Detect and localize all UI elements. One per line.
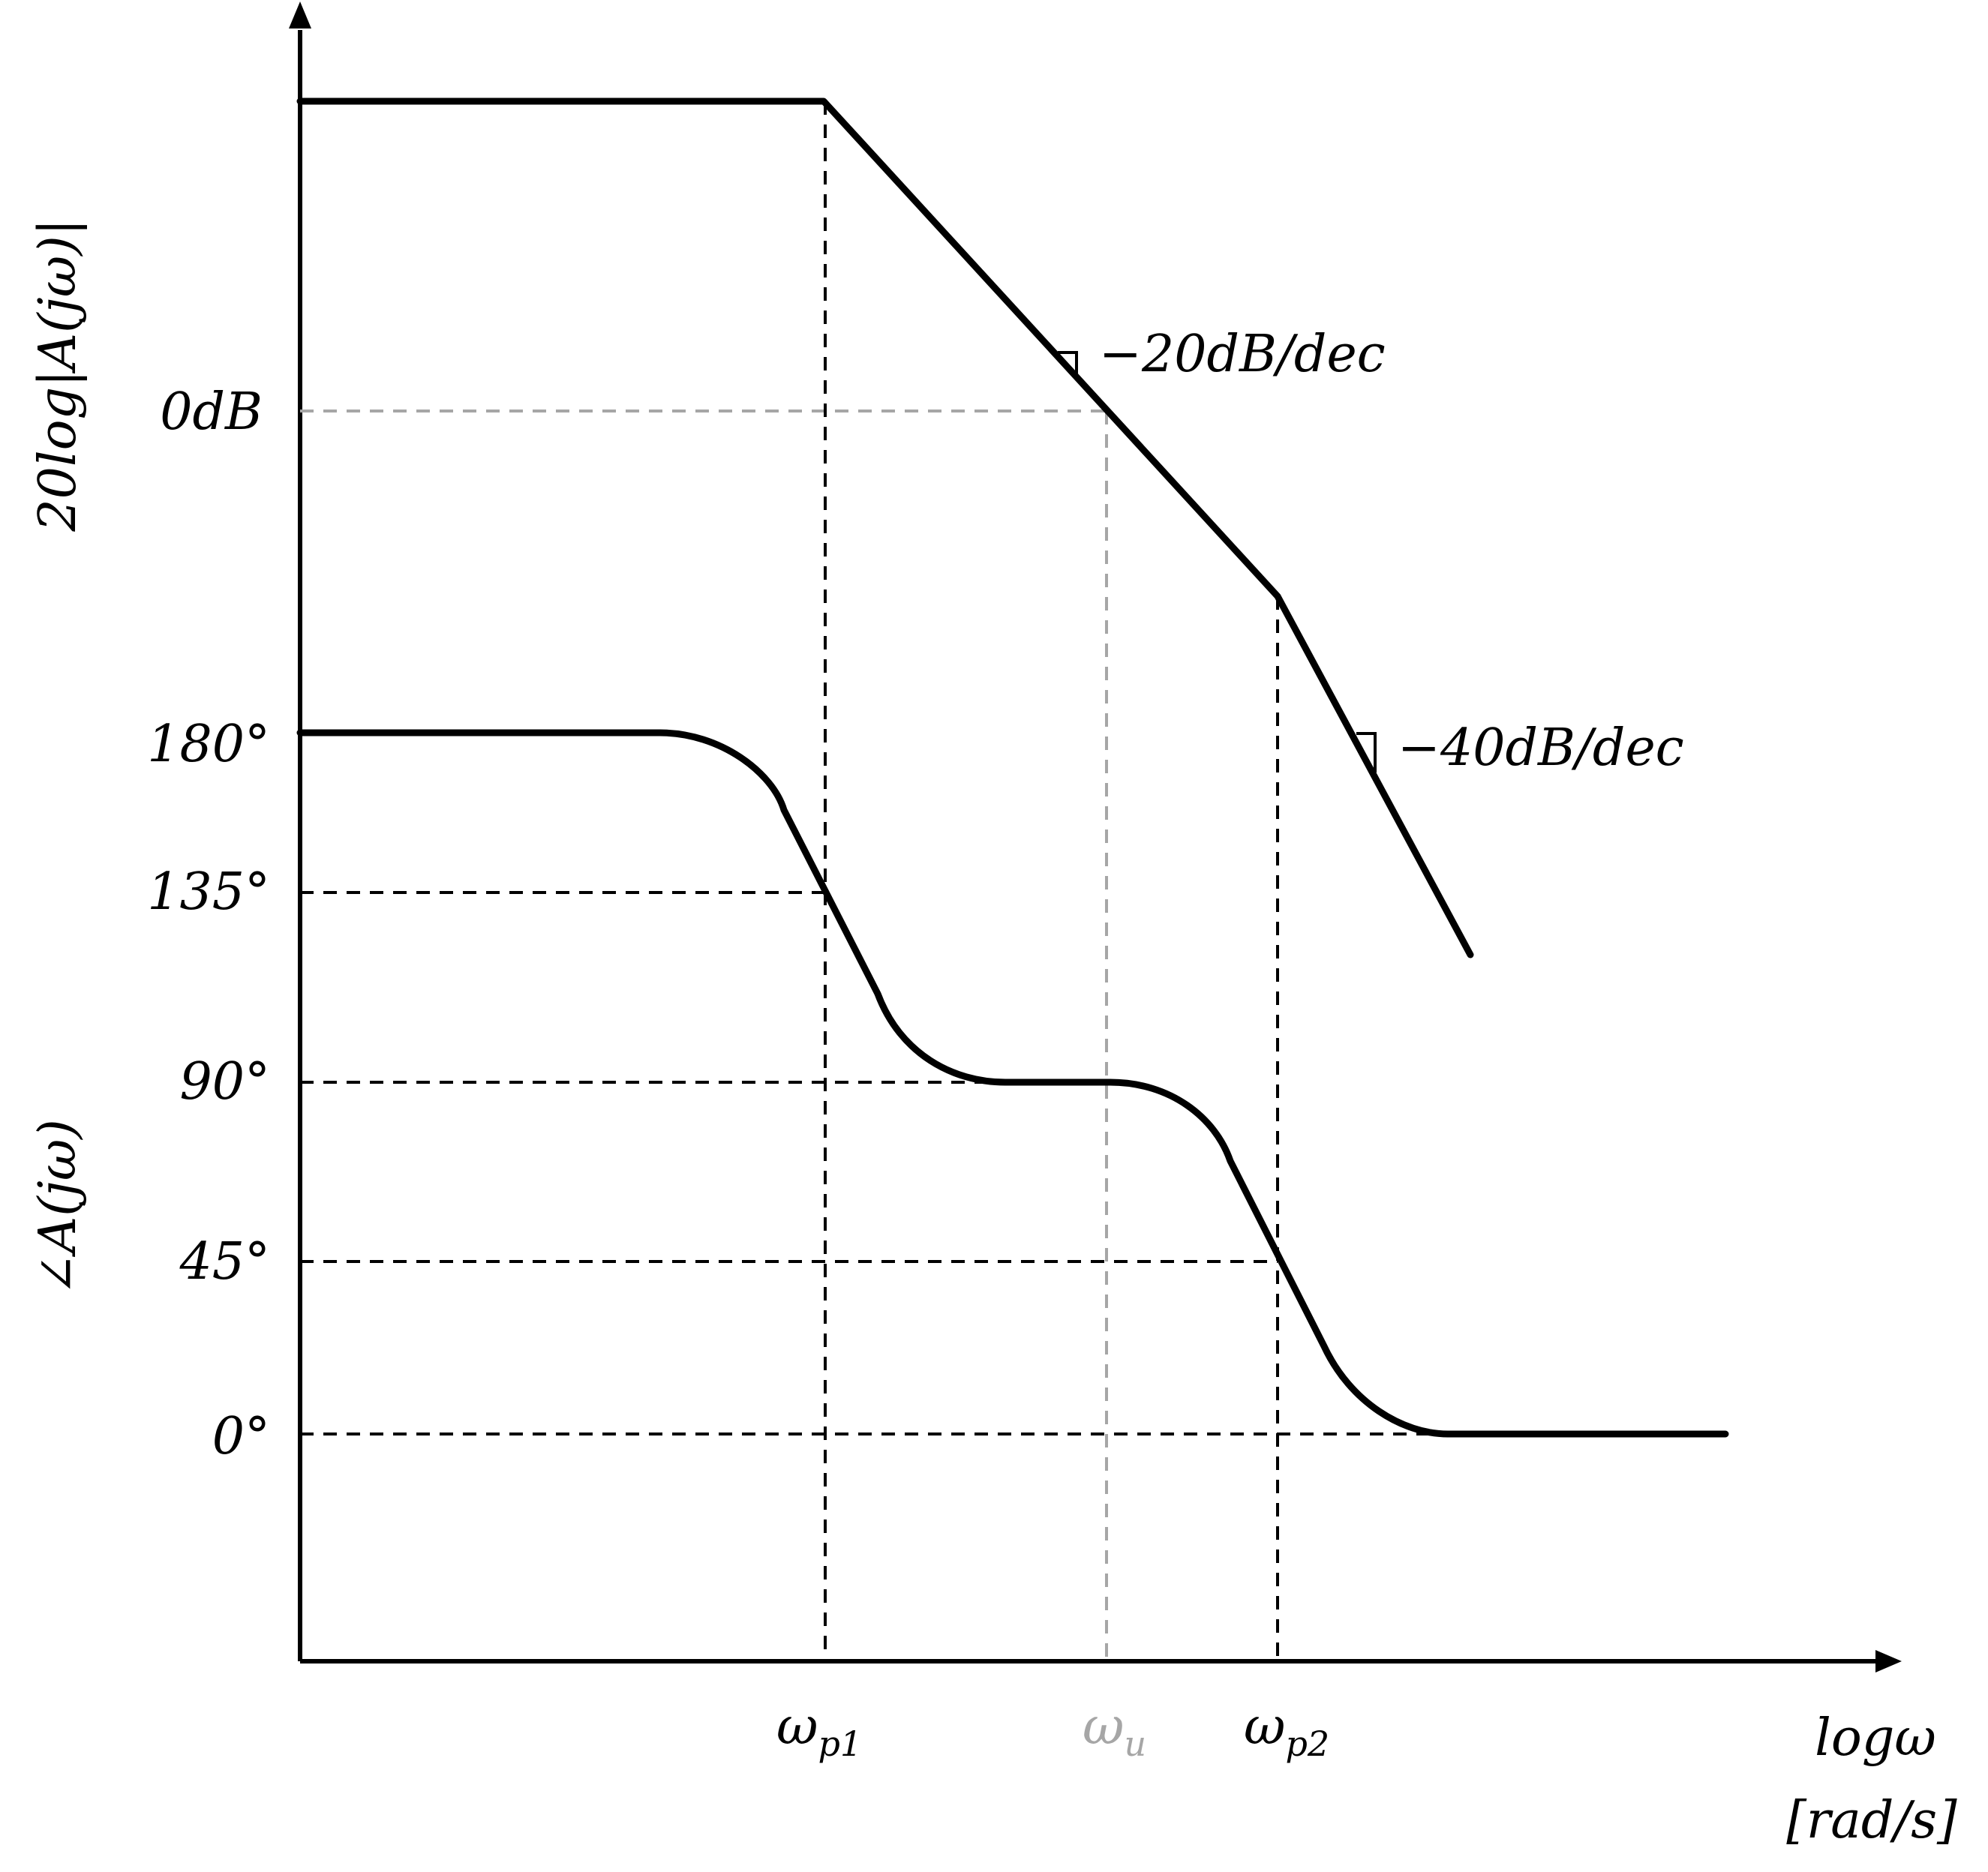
slope-40-marker <box>1356 732 1377 772</box>
slope-20-label: −20dB/dec <box>1099 325 1386 384</box>
tick-wp1: ωp1 <box>776 1697 862 1764</box>
x-axis-title-line2: [rad/s] <box>1786 1791 1957 1850</box>
tick-90deg: 90° <box>179 1052 270 1112</box>
tick-0deg: 0° <box>212 1407 270 1466</box>
magnitude-axis-title: 20log|A(jω)| <box>29 218 88 532</box>
slope-40-label: −40dB/dec <box>1398 718 1684 778</box>
magnitude-curve <box>296 98 1474 958</box>
x-axis-arrowhead <box>1875 1650 1902 1672</box>
tick-0db: 0dB <box>160 382 263 442</box>
tick-45deg: 45° <box>179 1232 270 1292</box>
tick-180deg: 180° <box>147 715 270 774</box>
tick-wu: ωu <box>1083 1697 1146 1764</box>
tick-wp2: ωp2 <box>1244 1697 1329 1764</box>
tick-135deg: 135° <box>147 862 270 922</box>
phase-axis-title: ∠A(jω) <box>29 1119 88 1296</box>
y-axis-arrowhead <box>289 2 311 28</box>
x-axis-title-line1: logω <box>1815 1708 1936 1768</box>
phase-curve <box>296 729 1729 1438</box>
slope-20-marker <box>1058 351 1078 374</box>
